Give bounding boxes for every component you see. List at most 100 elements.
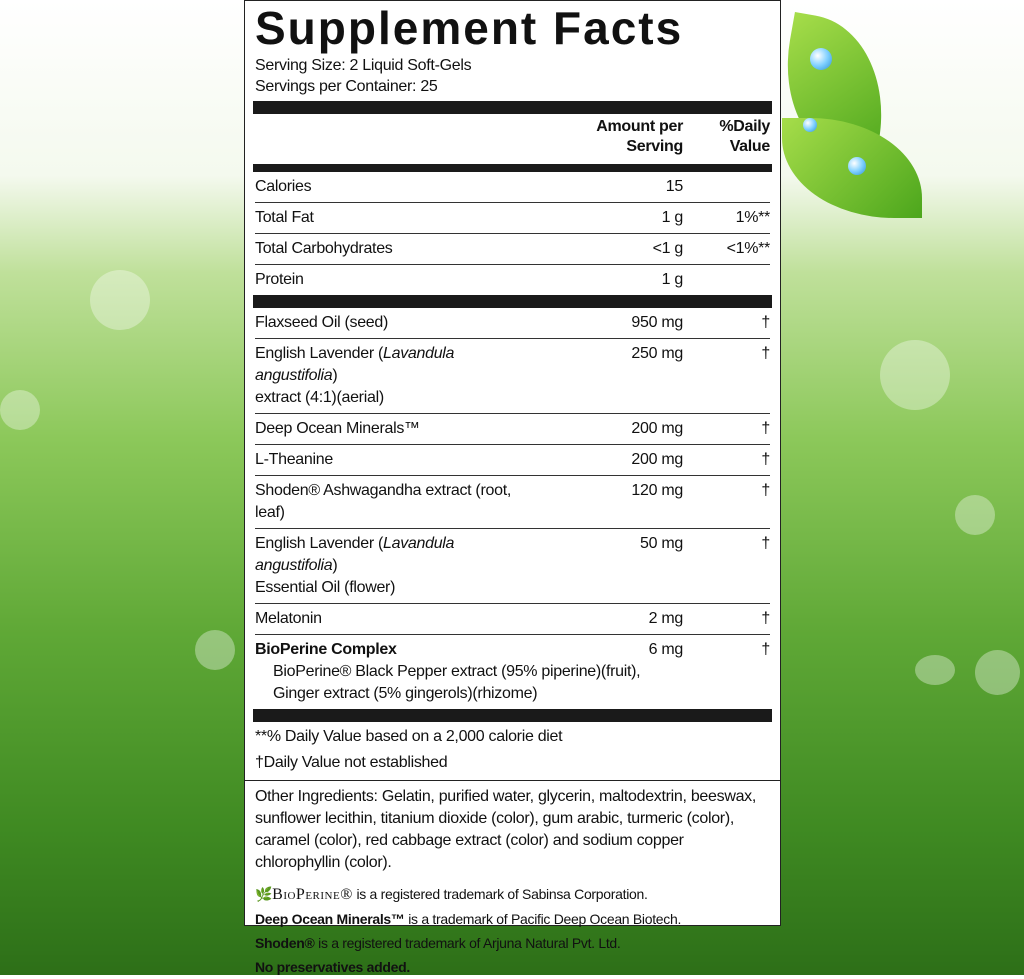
daily-value: †: [761, 641, 770, 658]
table-row: BioPerine Complex BioPerine® Black Pepper…: [255, 634, 770, 709]
amount: <1 g: [652, 240, 684, 257]
ingredient-name: Total Fat: [255, 209, 314, 226]
trademark-text: is a registered trademark of Arjuna Natu…: [314, 935, 621, 951]
amount: 1 g: [661, 271, 684, 288]
table-row: Total Carbohydrates <1 g <1%**: [255, 233, 770, 264]
amount: 950 mg: [631, 314, 683, 331]
name-cell: L-Theanine: [255, 449, 523, 471]
amount: 200 mg: [631, 420, 683, 437]
amount-header: Serving: [626, 138, 683, 155]
ingredient-name: ): [332, 367, 338, 384]
ingredient-name: Protein: [255, 271, 304, 288]
daily-value: [683, 269, 770, 291]
ingredient-latin-name: Lavandula angustifolia: [255, 345, 455, 384]
name-cell: Total Fat: [255, 207, 523, 229]
dv-header: %Daily: [719, 118, 770, 135]
table-row: Deep Ocean Minerals™ 200 mg †: [255, 413, 770, 444]
other-ingredients: Other Ingredients: Gelatin, purified wat…: [255, 788, 757, 871]
panel-title: Supplement Facts: [255, 2, 684, 54]
bokeh-circle: [915, 655, 955, 685]
sub-ingredient: Ginger extract (5% gingerols)(rhizome): [273, 685, 538, 702]
daily-value: †: [761, 345, 770, 362]
name-cell: Melatonin: [255, 608, 523, 630]
daily-value: †: [761, 610, 770, 627]
bokeh-circle: [975, 650, 1020, 695]
daily-value: †: [761, 451, 770, 468]
sub-ingredient: BioPerine® Black Pepper extract (95% pip…: [273, 663, 641, 680]
daily-value: 1%**: [735, 209, 771, 226]
ingredient-name: L-Theanine: [255, 451, 333, 468]
name-cell: Total Carbohydrates: [255, 238, 523, 260]
ingredient-name: English Lavender (: [255, 535, 384, 552]
servings-per-container: Servings per Container: 25: [255, 78, 438, 95]
ingredients-table: Flaxseed Oil (seed) 950 mg † English Lavend…: [255, 308, 770, 709]
nutrition-table: Calories 15 Total Fat 1 g 1%** Total Carbohyd…: [255, 172, 770, 295]
column-header: Amount per Serving %Daily Value: [255, 114, 770, 162]
no-preservatives: No preservatives added.: [255, 959, 410, 975]
amount: 200 mg: [631, 451, 683, 468]
ingredient-name: Total Carbohydrates: [255, 240, 393, 257]
amount: 6 mg: [648, 641, 684, 658]
daily-value: <1%**: [726, 240, 771, 257]
name-cell: Flaxseed Oil (seed): [255, 312, 523, 334]
ingredient-name: Melatonin: [255, 610, 322, 627]
divider-bar: [253, 101, 772, 114]
table-row: English Lavender (Lavandula angustifolia…: [255, 528, 770, 603]
name-cell: Shoden® Ashwagandha extract (root, leaf): [255, 480, 523, 524]
trademark-brand: Deep Ocean Minerals™: [255, 911, 405, 927]
name-cell: BioPerine Complex BioPerine® Black Pepper…: [255, 639, 641, 705]
trademark-text: is a trademark of Pacific Deep Ocean Bio…: [404, 911, 682, 927]
ingredient-name: English Lavender (: [255, 345, 384, 362]
trademark-notes: 🌿BioPerine® is a registered trademark of…: [255, 874, 770, 979]
water-drop: [810, 48, 832, 70]
daily-value: †: [761, 314, 770, 331]
supplement-facts-panel: Supplement Facts Serving Size: 2 Liquid …: [244, 0, 781, 975]
table-row: Total Fat 1 g 1%**: [255, 202, 770, 233]
trademark-text: is a registered trademark of Sabinsa Cor…: [352, 886, 648, 902]
divider-bar: [253, 709, 772, 722]
ingredient-latin-name: Lavandula angustifolia: [255, 535, 455, 574]
daily-value: †: [761, 482, 770, 499]
ingredient-name: Shoden® Ashwagandha extract (root, leaf): [255, 482, 511, 521]
water-drop: [848, 157, 866, 175]
bioperine-logo: BioPerine®: [272, 886, 353, 903]
name-cell: English Lavender (Lavandula angustifolia…: [255, 533, 523, 599]
daily-value: [683, 176, 770, 198]
amount: 50 mg: [640, 535, 683, 552]
bioperine-logo-icon: 🌿: [255, 886, 273, 902]
ingredient-name: extract (4:1)(aerial): [255, 389, 384, 406]
table-row: Flaxseed Oil (seed) 950 mg †: [255, 308, 770, 338]
table-row: Calories 15: [255, 172, 770, 202]
table-row: Melatonin 2 mg †: [255, 603, 770, 634]
divider-bar: [253, 295, 772, 308]
ingredient-name: Essential Oil (flower): [255, 579, 396, 596]
name-cell: English Lavender (Lavandula angustifolia…: [255, 343, 523, 409]
amount: 15: [665, 178, 684, 195]
ingredient-name: Flaxseed Oil (seed): [255, 314, 389, 331]
amount: 250 mg: [631, 345, 683, 362]
water-drop: [803, 118, 817, 132]
table-row: Protein 1 g: [255, 264, 770, 295]
bokeh-circle: [195, 630, 235, 670]
name-cell: Protein: [255, 269, 523, 291]
table-row: Shoden® Ashwagandha extract (root, leaf)…: [255, 475, 770, 528]
name-cell: Calories: [255, 176, 523, 198]
daily-value: †: [761, 420, 770, 437]
footnotes: **% Daily Value based on a 2,000 calorie…: [255, 722, 770, 776]
amount-header: Amount per: [596, 118, 683, 135]
bokeh-circle: [955, 495, 995, 535]
bokeh-circle: [0, 390, 40, 430]
daily-value: †: [761, 535, 770, 552]
ingredient-name: ): [332, 557, 338, 574]
footnote: †Daily Value not established: [255, 754, 448, 771]
dv-header: Value: [729, 138, 771, 155]
ingredient-name: Calories: [255, 178, 312, 195]
amount: 1 g: [661, 209, 684, 226]
divider-bar: [253, 164, 772, 172]
table-row: L-Theanine 200 mg †: [255, 444, 770, 475]
serving-size: Serving Size: 2 Liquid Soft-Gels: [255, 57, 472, 74]
amount: 120 mg: [631, 482, 683, 499]
bokeh-circle: [880, 340, 950, 410]
footnote: **% Daily Value based on a 2,000 calorie…: [255, 728, 563, 745]
divider-line: [245, 780, 780, 781]
